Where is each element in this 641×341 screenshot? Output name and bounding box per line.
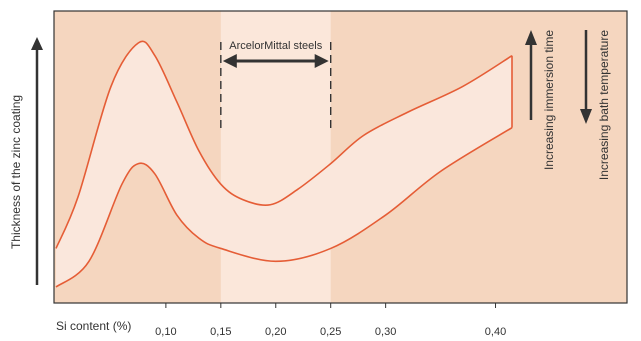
y-axis-arrow [31,37,43,285]
lower-curve-line [55,126,513,288]
coating-envelope-area [56,41,512,287]
y-axis-arrowhead [31,37,43,50]
annotation-arrowhead [525,30,537,45]
band-arrowhead-right [314,54,329,68]
x-axis-ticks: 0,10 0,15 0,20 0,25 0,30 0,40 [155,303,506,338]
x-tick-label: 0,25 [320,326,341,338]
plot-frame [53,10,628,304]
bath-temperature-annotation: Increasing bath temperature [580,30,611,180]
x-tick-label: 0,10 [155,326,176,338]
band-arrowhead-left [222,54,237,68]
y-axis-label: Thickness of the zinc coating [9,95,23,249]
annotation-arrowhead [580,109,592,124]
x-axis-label: Si content (%) [56,319,131,333]
immersion-time-annotation: Increasing immersion time [525,30,556,170]
annotation-label: Increasing immersion time [542,30,556,170]
x-tick-label: 0,40 [485,326,506,338]
x-tick-label: 0,15 [210,326,231,338]
upper-curve-line [55,40,513,249]
x-tick-label: 0,30 [375,326,396,338]
x-tick-label: 0,20 [265,326,286,338]
band-label: ArcelorMittal steels [229,40,322,52]
annotation-label: Increasing bath temperature [597,30,611,180]
